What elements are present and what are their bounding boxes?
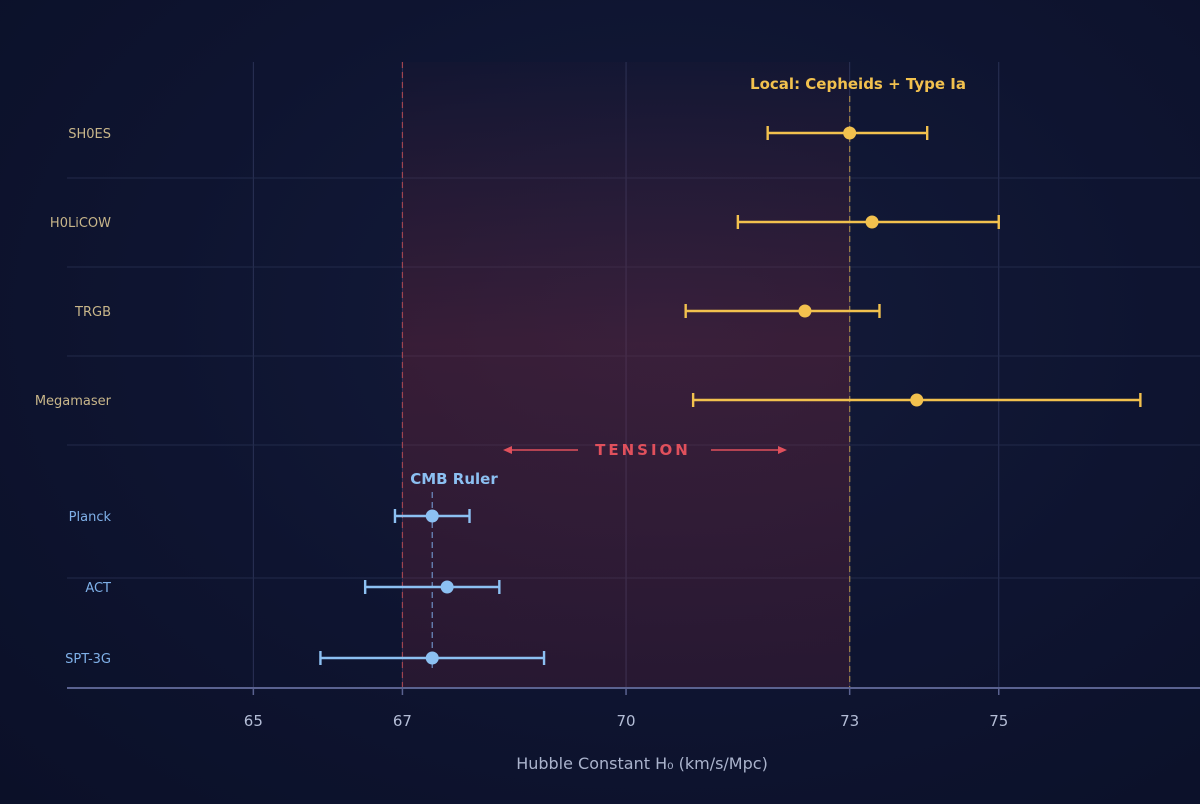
x-tick-label: 73 xyxy=(840,712,859,730)
data-point xyxy=(440,580,454,594)
data-point xyxy=(843,126,857,140)
row-label: Megamaser xyxy=(35,394,112,409)
x-tick-label: 75 xyxy=(989,712,1008,730)
x-axis-title: Hubble Constant H₀ (km/s/Mpc) xyxy=(516,754,768,773)
text-layer: SH0ES H0LiCOW TRGB Megamaser Local: Cepheids… xyxy=(35,75,1200,773)
x-tick-label: 65 xyxy=(244,712,263,730)
row-label: SPT-3G xyxy=(65,652,111,667)
data-point xyxy=(798,304,812,318)
tension-label: TENSION xyxy=(595,441,691,459)
data-point xyxy=(865,215,879,229)
tension-band-layer xyxy=(401,62,850,688)
tension-arrowhead-right xyxy=(778,446,787,454)
x-tick-label: 70 xyxy=(616,712,635,730)
data-point xyxy=(425,651,439,665)
row-label: H0LiCOW xyxy=(50,216,111,231)
row-label: SH0ES xyxy=(68,127,111,142)
row-label: TRGB xyxy=(74,305,111,320)
group-title-cmb: CMB Ruler xyxy=(410,470,498,488)
data-point xyxy=(910,393,924,407)
marks-layer xyxy=(319,96,1142,688)
group-title-local: Local: Cepheids + Type Ia xyxy=(750,75,966,93)
data-point xyxy=(425,509,439,523)
tension-arrowhead-left xyxy=(503,446,512,454)
tension-band xyxy=(402,62,850,688)
row-label: ACT xyxy=(85,581,111,596)
x-tick-label: 67 xyxy=(393,712,412,730)
row-label: Planck xyxy=(69,510,112,525)
